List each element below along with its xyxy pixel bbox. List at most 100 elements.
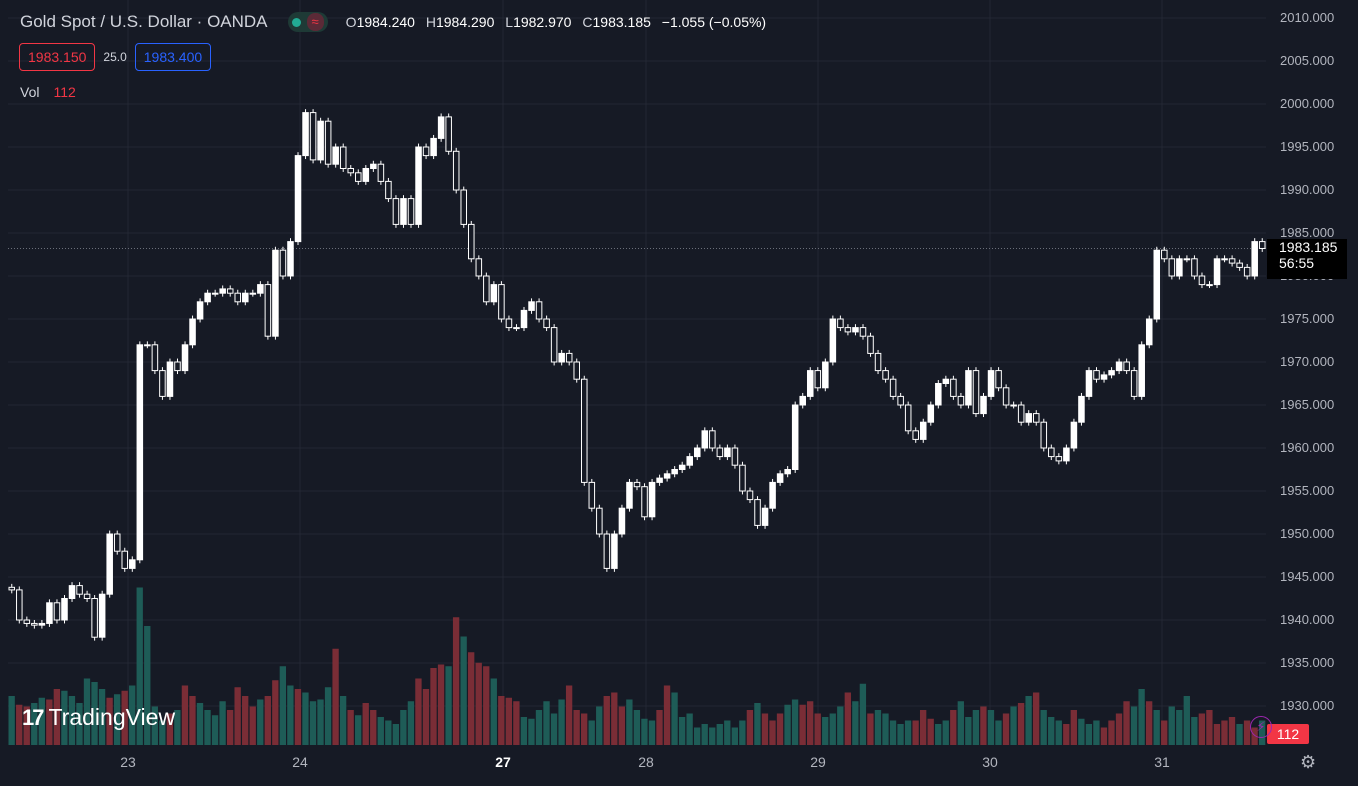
volume-bar [1221, 720, 1228, 745]
candle-body [1040, 421, 1048, 449]
candle-body [935, 383, 942, 406]
candle-body [776, 473, 784, 483]
volume-bar [392, 724, 400, 745]
volume-bar [972, 710, 980, 745]
candle-body [919, 421, 927, 440]
logo-text: TradingView [48, 704, 176, 730]
candle-body [633, 481, 641, 488]
volume-bar [324, 687, 332, 745]
volume-bar [475, 662, 482, 745]
price-tick-label: 1945.000 [1280, 569, 1335, 584]
volume-bar [226, 710, 234, 745]
price-tick-label: 1965.000 [1280, 397, 1335, 412]
volume-bar [528, 718, 535, 745]
volume-bar [927, 718, 934, 745]
volume-bar [596, 706, 603, 745]
volume-bar [837, 706, 844, 745]
candle-body [23, 619, 31, 624]
volume-bar [16, 704, 23, 745]
candle-body [377, 163, 385, 182]
candle-body [121, 550, 129, 569]
candle-body [648, 481, 656, 518]
candle-body [814, 370, 822, 389]
candle-body [347, 168, 355, 174]
candle-body [1161, 249, 1168, 260]
candle-body [1032, 413, 1040, 423]
candle-body [415, 146, 422, 225]
volume-bar [852, 701, 859, 745]
volume-bar [166, 713, 174, 745]
volume-bar [611, 692, 618, 745]
volume-bar [935, 724, 942, 745]
candle-body [1017, 404, 1025, 423]
candle-body [904, 404, 912, 432]
candle-body [242, 292, 249, 303]
candle-body [1228, 258, 1236, 264]
candle-body [1115, 361, 1123, 372]
volume-label: Vol [20, 84, 40, 100]
volume-bar [558, 699, 565, 745]
candle-body [430, 137, 437, 157]
candle-body [1251, 241, 1258, 277]
candle-body [987, 370, 995, 397]
candle-body [950, 378, 957, 397]
volume-bar [294, 689, 302, 745]
candle-body [852, 327, 859, 333]
candle-body [159, 370, 166, 397]
volume-bar [144, 626, 151, 745]
sell-button[interactable]: 1983.150 [19, 43, 96, 71]
ohlc-readout: O1984.240 H1984.290 L1982.970 C1983.185 … [346, 14, 773, 30]
gear-icon[interactable]: ⚙ [1300, 752, 1317, 772]
volume-bar [189, 696, 196, 745]
candle-body [1048, 447, 1055, 458]
volume-bar [709, 727, 716, 745]
volume-bar [980, 706, 987, 745]
candle-body [249, 292, 257, 295]
volume-bar [1243, 720, 1251, 745]
buy-button[interactable]: 1983.400 [134, 43, 212, 71]
volume-bar [204, 710, 211, 745]
candle-body [53, 602, 61, 621]
price-tick-label: 2000.000 [1280, 96, 1335, 111]
volume-legend[interactable]: Vol 112 [20, 84, 76, 100]
candle-body [965, 370, 972, 406]
candle-body [1198, 275, 1206, 286]
tv-logo-icon: 17 [22, 704, 45, 730]
candle-body [1213, 258, 1221, 286]
volume-bar [1168, 706, 1175, 745]
volume-bar [633, 710, 641, 745]
volume-bar [400, 710, 407, 745]
volume-bar [806, 701, 814, 745]
wave-icon: ≈ [306, 13, 324, 31]
candle-body [309, 112, 317, 161]
candle-body [445, 116, 452, 152]
volume-bar [460, 636, 467, 745]
candle-body [422, 146, 430, 157]
candle-body [754, 499, 761, 526]
last-volume-tag: 112 [1267, 724, 1309, 744]
volume-bar [483, 666, 490, 745]
tradingview-logo[interactable]: 17 TradingView [22, 704, 175, 731]
volume-bar [370, 710, 377, 745]
volume-bar [287, 685, 294, 745]
time-tick-label: 24 [292, 754, 308, 770]
volume-bar [249, 706, 256, 745]
volume-bar [242, 696, 249, 745]
volume-bar [957, 701, 964, 745]
price-tick-label: 1935.000 [1280, 655, 1335, 670]
candle-body [166, 361, 174, 397]
volume-bar [950, 710, 957, 745]
volume-bar [1138, 689, 1145, 745]
candle-body [535, 301, 543, 320]
candle-body [588, 481, 596, 509]
candle-body [279, 249, 287, 277]
market-status-pill[interactable]: ≈ [287, 12, 328, 32]
candle-body [226, 288, 234, 294]
symbol-title[interactable]: Gold Spot / U.S. Dollar · OANDA [20, 12, 268, 31]
candle-body [663, 473, 671, 479]
candle-body [174, 361, 181, 372]
lightning-icon[interactable]: ⚡ [1250, 716, 1272, 738]
candle-body [46, 602, 53, 624]
volume-bar [784, 704, 791, 745]
